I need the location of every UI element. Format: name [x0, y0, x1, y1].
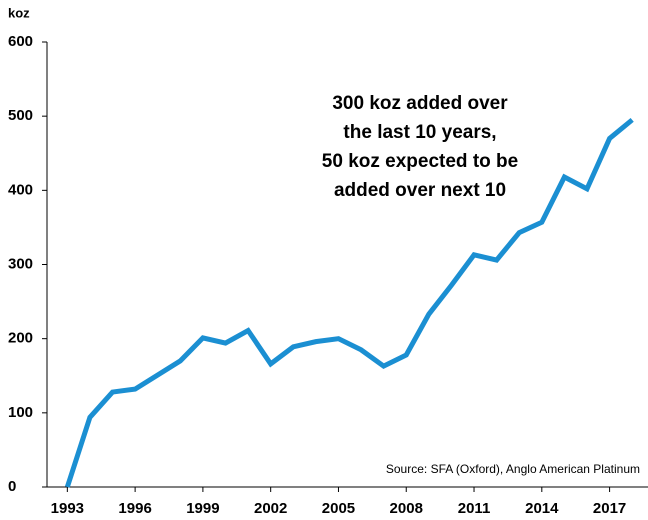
y-unit: koz: [8, 5, 30, 20]
data-line: [64, 117, 634, 488]
annotation: added over next 10: [334, 180, 506, 201]
x-tick-label: 2008: [390, 500, 423, 517]
y-tick-label: 500: [8, 107, 33, 124]
annotation: 50 koz expected to be: [322, 151, 518, 172]
annotation: 300 koz added over: [332, 93, 508, 114]
x-tick-label: 2002: [254, 500, 287, 517]
y-tick-label: 100: [8, 404, 33, 421]
y-tick-label: 0: [8, 478, 16, 495]
y-tick-label: 400: [8, 181, 33, 198]
y-tick-label: 600: [8, 33, 33, 50]
y-tick-label: 200: [8, 330, 33, 347]
x-tick-label: 2005: [322, 500, 355, 517]
source: Source: SFA (Oxford), Anglo American Pla…: [386, 462, 640, 476]
x-tick-label: 2011: [458, 500, 491, 517]
x-tick-label: 2017: [593, 500, 626, 517]
x-tick-label: 1996: [118, 500, 151, 517]
x-tick-label: 1993: [51, 500, 84, 517]
annotation: the last 10 years,: [343, 122, 496, 143]
x-tick-label: 2014: [525, 500, 559, 517]
x-tick-label: 1999: [186, 500, 219, 517]
y-tick-label: 300: [8, 255, 33, 272]
